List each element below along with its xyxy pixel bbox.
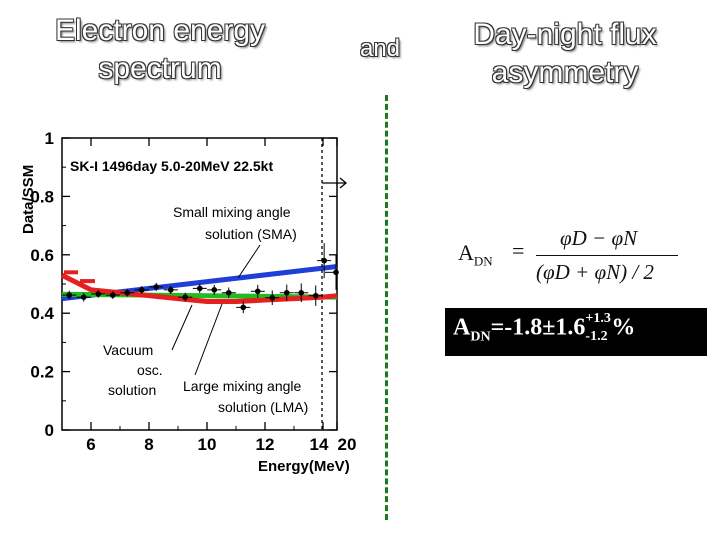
result-unit: % xyxy=(611,314,636,341)
asymmetry-formula: ADN = φD − φN (φD + φN) / 2 xyxy=(458,222,708,302)
formula-lhs-symbol: A xyxy=(458,240,474,265)
data-point xyxy=(312,292,319,299)
data-point xyxy=(109,292,116,298)
y-tick-label: 0.4 xyxy=(30,304,54,323)
left-title-line2: spectrum xyxy=(98,52,222,85)
formula-denominator: (φD + φN) / 2 xyxy=(536,260,654,284)
data-point xyxy=(321,257,327,264)
right-title: Day-night flux asymmetry xyxy=(420,16,710,92)
asymmetry-result: ADN=-1.8±1.6 +1.3 -1.2% xyxy=(445,308,707,356)
vacuum-pointer xyxy=(171,304,193,351)
lma-annotation-line2: solution (LMA) xyxy=(218,399,308,415)
data-point xyxy=(95,291,102,297)
formula-lhs-sub: DN xyxy=(473,253,493,269)
sma-annotation-line2: solution (SMA) xyxy=(205,226,297,242)
vacuum-annotation-line1: Vacuum xyxy=(103,342,153,358)
right-title-line1: Day-night flux xyxy=(473,18,657,51)
sma-pointer xyxy=(237,244,261,279)
formula-equals: = xyxy=(512,238,525,263)
data-point xyxy=(211,287,218,293)
data-point xyxy=(167,287,174,293)
data-point xyxy=(182,294,189,300)
result-stat-error: 1.6 xyxy=(555,314,586,341)
vacuum-annotation-line2: osc. xyxy=(137,362,163,378)
data-point xyxy=(240,304,247,311)
formula-fraction-bar xyxy=(536,255,678,256)
and-word: and xyxy=(359,35,401,62)
y-tick-label: 0 xyxy=(45,421,54,440)
result-sys-down: -1.2 xyxy=(585,329,608,344)
result-symbol-sub: DN xyxy=(470,329,491,345)
y-tick-label: 0.6 xyxy=(30,246,54,265)
sma-annotation-line1: Small mixing angle xyxy=(173,204,291,220)
chart-title: SK-I 1496day 5.0-20MeV 22.5kt xyxy=(70,158,273,174)
x-tick-label: 6 xyxy=(86,435,95,454)
left-title-line1: Electron energy xyxy=(54,14,266,47)
data-point xyxy=(124,289,131,296)
energy-spectrum-chart: 0 0.2 0.4 0.6 0.8 1 6 8 10 12 14 20 SK-I 1496day 5.… xyxy=(20,129,356,475)
x-axis-label: Energy(MeV) xyxy=(258,458,350,475)
x-tick-label: 14 xyxy=(310,435,329,454)
data-point xyxy=(283,289,290,296)
section-divider xyxy=(385,95,388,520)
data-point xyxy=(254,288,261,295)
x-tick-label: 20 xyxy=(338,435,357,454)
x-tick-label: 8 xyxy=(144,435,153,454)
result-value: =-1.8 xyxy=(490,314,543,341)
result-symbol: A xyxy=(453,314,471,341)
formula-lhs: ADN xyxy=(458,240,493,269)
data-point xyxy=(196,285,203,292)
y-tick-label: 1 xyxy=(45,129,54,148)
formula-numerator: φD − φN xyxy=(560,226,638,250)
left-title: Electron energy spectrum xyxy=(20,12,300,88)
data-point-group xyxy=(62,243,339,314)
vacuum-annotation-line3: solution xyxy=(108,382,156,398)
lma-pointer xyxy=(194,303,223,376)
result-sys-error: +1.3 -1.2 xyxy=(585,312,611,346)
threshold-arrow-head xyxy=(339,177,348,189)
data-point xyxy=(269,294,276,301)
curve-vacuum xyxy=(60,273,338,305)
result-plus-minus: ± xyxy=(542,314,556,341)
result-sys-up: +1.3 xyxy=(585,311,611,326)
y-tick-label: 0.8 xyxy=(30,187,54,206)
data-point xyxy=(80,294,87,300)
y-tick-label: 0.2 xyxy=(30,363,54,382)
x-tick-label: 12 xyxy=(256,435,275,454)
data-point xyxy=(298,289,305,296)
data-point xyxy=(66,292,73,298)
data-point xyxy=(138,287,145,293)
data-point xyxy=(225,289,232,296)
lma-annotation-line1: Large mixing angle xyxy=(183,378,302,394)
right-title-line2: asymmetry xyxy=(491,56,639,89)
data-point-overflow xyxy=(333,269,339,276)
tick-group: 0 0.2 0.4 0.6 0.8 1 6 8 10 12 14 20 xyxy=(30,129,356,454)
data-point xyxy=(153,284,160,290)
x-tick-label: 10 xyxy=(198,435,217,454)
y-axis-label: Data/SSM xyxy=(20,165,37,234)
